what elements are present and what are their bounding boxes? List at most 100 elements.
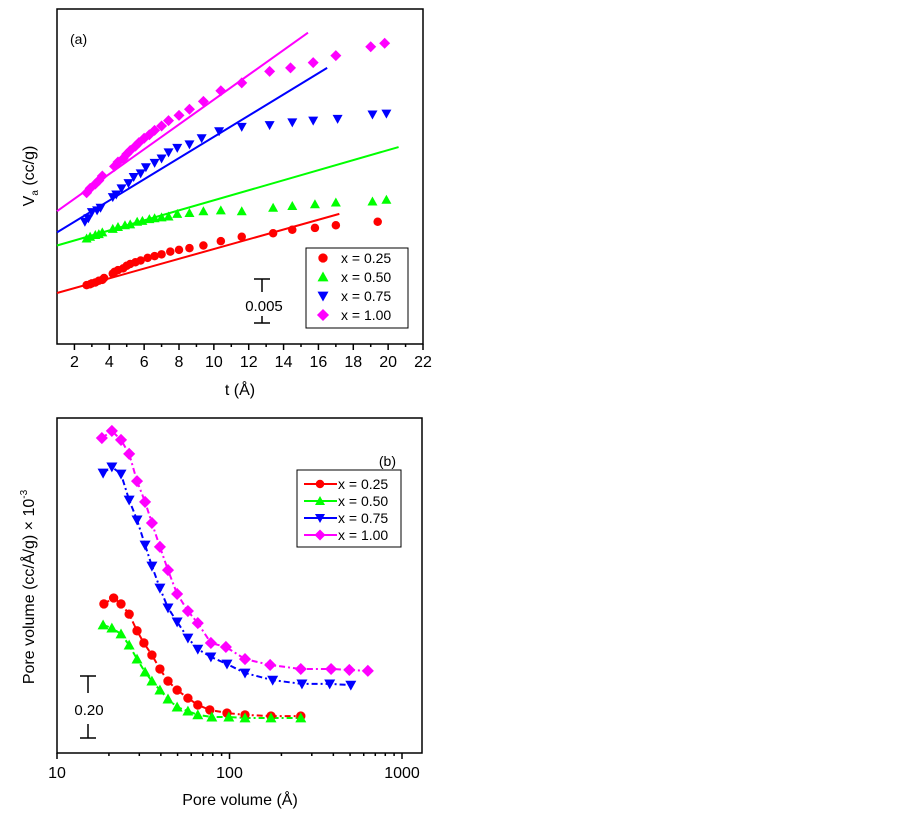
data-point-b-2: [106, 462, 118, 473]
data-point-a-2: [163, 148, 174, 158]
data-point-a-2: [287, 118, 298, 128]
data-point-a-2: [172, 143, 183, 153]
data-point-a-2: [140, 163, 151, 173]
data-point-b-2: [115, 469, 127, 480]
data-points-a: [79, 37, 392, 290]
data-point-b-2: [267, 675, 279, 686]
data-point-b-2: [97, 468, 109, 479]
data-point-b-0: [139, 638, 149, 648]
data-point-a-3: [156, 120, 168, 132]
data-point-b-3: [95, 431, 108, 445]
data-point-b-1: [146, 675, 158, 686]
data-point-b-3: [294, 662, 307, 676]
y-label-sup-b: -3: [19, 489, 30, 498]
data-point-a-1: [198, 206, 209, 216]
data-point-b-0: [147, 650, 157, 660]
legend-marker-a-0: [318, 253, 328, 263]
data-point-b-0: [155, 664, 165, 674]
data-point-b-0: [132, 626, 142, 636]
data-point-b-2: [162, 603, 174, 614]
data-point-b-1: [239, 712, 251, 723]
data-point-a-2: [184, 140, 195, 150]
x-tick-label-a: 16: [310, 354, 328, 371]
data-point-a-1: [330, 197, 341, 207]
data-points-b: [95, 424, 374, 723]
data-point-a-1: [367, 196, 378, 206]
data-point-a-2: [83, 214, 94, 224]
data-point-b-3: [361, 664, 374, 677]
y-label-main-a: V: [21, 195, 38, 206]
data-point-a-1: [125, 219, 136, 229]
data-point-a-1: [215, 205, 226, 215]
legend-marker-a-2: [317, 291, 329, 302]
data-point-a-1: [236, 206, 247, 216]
x-tick-label-a: 4: [105, 354, 114, 371]
x-tick-label-a: 18: [344, 354, 362, 371]
data-point-a-0: [99, 273, 109, 283]
data-point-b-2: [221, 659, 233, 670]
data-point-a-0: [268, 228, 278, 238]
data-point-a-2: [308, 116, 319, 126]
data-point-a-1: [381, 194, 392, 204]
data-point-b-2: [205, 652, 217, 663]
data-point-a-0: [199, 241, 208, 250]
data-point-a-2: [332, 114, 343, 124]
data-point-b-3: [171, 587, 184, 601]
plot-frame-b: [56, 417, 423, 754]
x-ticks-a: 2 4 6 8 10 12 14 16 18 20 22: [70, 344, 432, 371]
data-point-b-3: [191, 617, 204, 630]
scale-bar-b: 0.20: [74, 675, 104, 739]
data-point-b-1: [131, 653, 143, 664]
legend-label-b-1: x = 0.50: [338, 493, 388, 509]
data-point-a-2: [367, 110, 378, 120]
data-point-a-3: [379, 37, 391, 49]
data-point-b-2: [123, 495, 135, 506]
data-point-a-1: [97, 227, 108, 237]
data-point-b-0: [99, 599, 109, 609]
data-point-a-1: [149, 213, 160, 223]
x-tick-label-a: 6: [140, 354, 149, 371]
data-point-b-3: [161, 564, 175, 577]
data-point-a-1: [184, 207, 195, 217]
legend-label-a-0: x = 0.25: [341, 250, 391, 266]
data-point-a-0: [288, 225, 297, 234]
data-point-a-1: [156, 212, 167, 222]
panel-label-a: (a): [70, 31, 87, 47]
data-point-a-3: [285, 62, 297, 74]
data-point-a-3: [365, 41, 377, 53]
data-point-b-3: [219, 640, 232, 654]
data-point-a-2: [214, 127, 225, 137]
data-point-b-1: [171, 701, 183, 712]
panel-a: 2 4 6 8 10 12 14 16 18 20 22 (a) t (Å) Va (cc/g) 0…: [21, 8, 432, 399]
data-point-b-1: [182, 705, 194, 716]
data-point-b-2: [171, 617, 183, 628]
data-point-b-3: [153, 540, 166, 553]
data-point-b-0: [108, 593, 119, 603]
data-point-b-1: [154, 684, 166, 695]
legend-label-b-3: x = 1.00: [338, 527, 388, 543]
data-point-b-3: [114, 433, 128, 446]
plot-frame-a: [56, 8, 424, 345]
y-label-main-b: Pore volume (cc/Å/g) × 10: [19, 499, 38, 685]
data-point-b-2: [239, 668, 251, 679]
x-tick-label-b: 100: [216, 765, 243, 782]
data-point-b-1: [265, 712, 277, 723]
data-point-b-0: [205, 705, 215, 715]
data-point-a-2: [111, 190, 122, 200]
x-tick-label-a: 14: [275, 354, 293, 371]
data-point-a-2: [128, 172, 139, 182]
data-point-b-2: [324, 679, 336, 690]
data-point-a-1: [163, 211, 174, 221]
legend-label-a-1: x = 0.50: [341, 269, 391, 285]
data-point-b-1: [295, 712, 307, 723]
data-point-a-2: [156, 154, 167, 164]
legend-marker-b-0: [315, 479, 325, 489]
legend-marker-b-3: [314, 529, 326, 541]
x-tick-label-a: 20: [379, 354, 397, 371]
data-point-a-3: [163, 115, 175, 127]
data-point-a-3: [236, 77, 248, 89]
data-point-b-1: [162, 693, 174, 704]
data-point-b-3: [123, 447, 136, 460]
data-point-b-3: [204, 636, 217, 649]
legend-marker-a-3: [316, 308, 330, 322]
